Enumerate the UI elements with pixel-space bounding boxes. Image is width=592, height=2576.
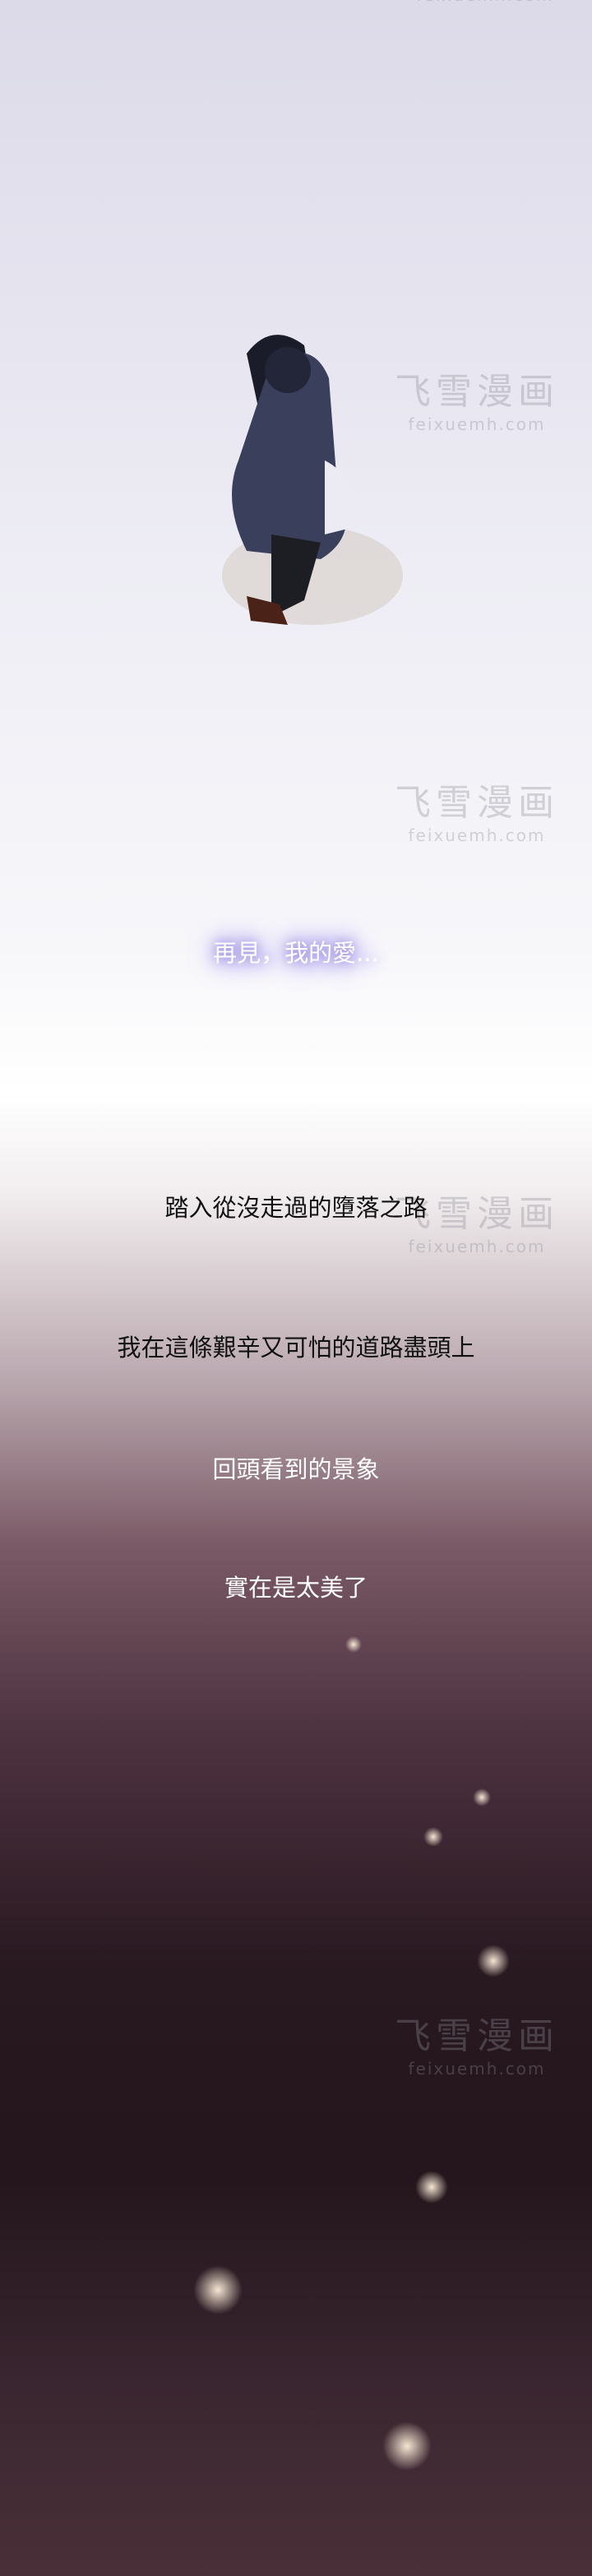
caption: 踏入從沒走過的墮落之路 bbox=[164, 1194, 428, 1222]
caption: 我在這條艱辛又可怕的道路盡頭上 bbox=[117, 1334, 475, 1362]
bokeh bbox=[477, 1945, 510, 1977]
watermark: 飞雪漫画 feixuemh.com bbox=[370, 362, 584, 434]
watermark-name: 飞雪漫画 bbox=[395, 1193, 559, 1235]
bokeh bbox=[345, 1636, 362, 1653]
watermark-url: feixuemh.com bbox=[408, 826, 546, 845]
caption: 實在是太美了 bbox=[224, 1574, 368, 1602]
watermark-url: feixuemh.com bbox=[408, 414, 546, 434]
caption: 再見，我的愛... bbox=[213, 939, 379, 967]
caption: 回頭看到的景象 bbox=[212, 1455, 380, 1483]
watermark: 飞雪漫画 feixuemh.com bbox=[370, 1184, 584, 1256]
watermark: 飞雪漫画 feixuemh.com bbox=[370, 2006, 584, 2079]
bokeh bbox=[473, 1788, 491, 1806]
watermark-url: feixuemh.com bbox=[408, 2059, 546, 2079]
watermark-url: feixuemh.com bbox=[408, 1237, 546, 1256]
bokeh bbox=[415, 2171, 448, 2204]
watermark-name: 飞雪漫画 bbox=[395, 2015, 559, 2057]
watermark-url: feixuemh.com bbox=[378, 0, 592, 5]
bokeh bbox=[382, 2421, 432, 2471]
bokeh bbox=[423, 1827, 443, 1847]
bokeh bbox=[193, 2265, 243, 2315]
watermark: feixuemh.com bbox=[378, 0, 592, 5]
watermark: 飞雪漫画 feixuemh.com bbox=[370, 773, 584, 845]
watermark-name: 飞雪漫画 bbox=[395, 782, 559, 824]
watermark-name: 飞雪漫画 bbox=[395, 371, 559, 413]
